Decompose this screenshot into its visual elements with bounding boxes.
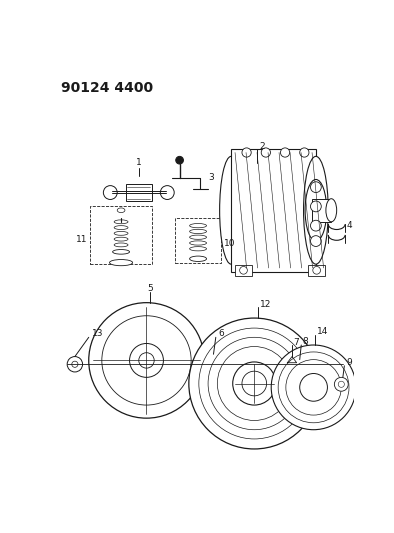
Ellipse shape [305,180,327,241]
Text: 5: 5 [147,284,153,293]
Text: 14: 14 [318,327,329,336]
Circle shape [208,360,216,368]
Circle shape [202,354,222,374]
Circle shape [103,185,117,199]
Circle shape [313,266,320,274]
Circle shape [295,364,301,370]
Text: 8: 8 [303,337,309,346]
Text: 13: 13 [92,329,103,338]
Circle shape [233,362,276,405]
Text: 10: 10 [224,239,236,248]
Ellipse shape [190,241,206,245]
Circle shape [242,371,267,396]
Ellipse shape [190,229,206,233]
Circle shape [130,343,164,377]
Circle shape [189,318,320,449]
Circle shape [338,381,344,387]
Circle shape [160,185,174,199]
Ellipse shape [190,235,206,239]
Text: 4: 4 [347,221,352,230]
Circle shape [310,182,321,192]
Text: 12: 12 [260,300,272,309]
Text: 1: 1 [136,158,142,167]
Ellipse shape [256,322,273,422]
Circle shape [67,357,83,372]
Ellipse shape [114,220,128,224]
Bar [90,206,152,264]
Text: 11: 11 [76,235,87,244]
Ellipse shape [113,249,130,254]
Circle shape [242,148,251,157]
Circle shape [310,201,321,212]
Bar [231,149,316,272]
Circle shape [176,156,184,164]
Text: 3: 3 [208,173,214,182]
Text: 90124 4400: 90124 4400 [61,81,153,95]
Circle shape [261,148,270,157]
Text: 6: 6 [218,329,224,338]
Ellipse shape [318,348,328,409]
Circle shape [300,374,327,401]
Circle shape [102,316,191,405]
Ellipse shape [117,208,125,213]
Bar [126,184,152,201]
Ellipse shape [114,231,128,235]
Bar [312,199,331,222]
Ellipse shape [147,312,161,385]
Circle shape [139,353,154,368]
Circle shape [271,345,356,430]
Ellipse shape [114,243,128,247]
Circle shape [300,148,309,157]
Circle shape [310,220,321,231]
Bar [308,265,325,276]
Circle shape [72,361,78,367]
Circle shape [310,236,321,246]
Ellipse shape [303,156,328,264]
Ellipse shape [114,225,128,230]
Circle shape [89,303,204,418]
Text: 7: 7 [294,338,299,347]
Ellipse shape [190,247,206,251]
Text: 9: 9 [346,358,352,367]
Text: 2: 2 [260,142,265,151]
Circle shape [240,266,247,274]
Bar [235,265,252,276]
Ellipse shape [190,223,206,228]
Circle shape [291,360,305,374]
Circle shape [281,148,290,157]
Ellipse shape [190,256,206,262]
Ellipse shape [110,260,133,265]
Ellipse shape [326,199,337,222]
Circle shape [335,377,348,391]
Bar [175,218,221,263]
Ellipse shape [219,156,243,264]
Ellipse shape [114,237,128,241]
